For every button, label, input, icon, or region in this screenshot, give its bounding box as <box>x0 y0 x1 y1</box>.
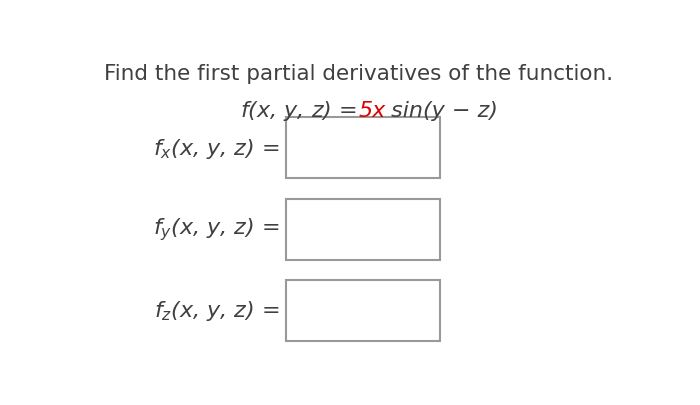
Text: Find the first partial derivatives of the function.: Find the first partial derivatives of th… <box>104 64 613 84</box>
Text: 5x: 5x <box>358 101 386 121</box>
FancyBboxPatch shape <box>286 280 440 341</box>
Text: sin(y − z): sin(y − z) <box>384 101 498 121</box>
FancyBboxPatch shape <box>286 118 440 179</box>
FancyBboxPatch shape <box>286 199 440 260</box>
Text: $f$(x, y, z) =: $f$(x, y, z) = <box>239 99 358 123</box>
Text: $f_z$(x, y, z) =: $f_z$(x, y, z) = <box>155 298 280 322</box>
Text: $f_x$(x, y, z) =: $f_x$(x, y, z) = <box>153 136 280 160</box>
Text: $f_y$(x, y, z) =: $f_y$(x, y, z) = <box>153 216 280 243</box>
